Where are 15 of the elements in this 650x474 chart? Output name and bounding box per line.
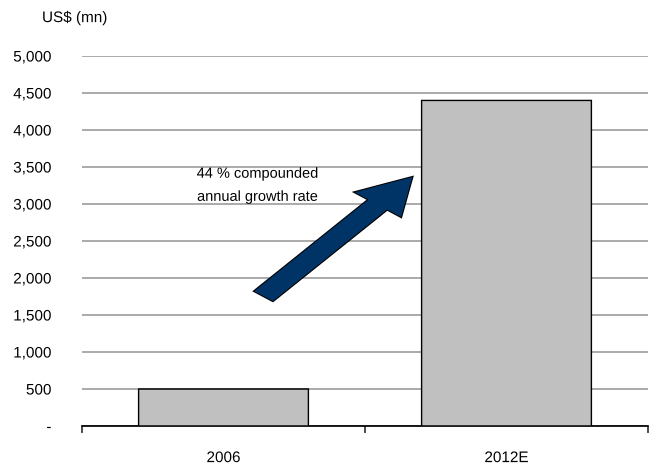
y-tick-label: 2,500 [14,236,51,248]
y-axis-title: US$ (mn) [43,10,106,26]
x-tick-label: 2006 [207,451,240,462]
y-tick-label: 4,000 [14,124,51,138]
y-tick-label: 3,000 [14,198,51,212]
y-tick-label: - [47,426,51,428]
y-tick-label: 1,500 [14,310,51,322]
y-tick-label: 5,000 [14,50,51,64]
x-tick-label: 2012E [485,451,528,462]
annotation: 44 % compounded annual growth rate [196,167,318,204]
y-tick-label: 3,500 [14,162,51,174]
y-tick-label: 4,500 [14,88,51,100]
y-tick-label: 2,000 [14,272,51,286]
y-tick-label: 500 [26,384,51,395]
y-tick-label: 1,000 [14,346,51,360]
